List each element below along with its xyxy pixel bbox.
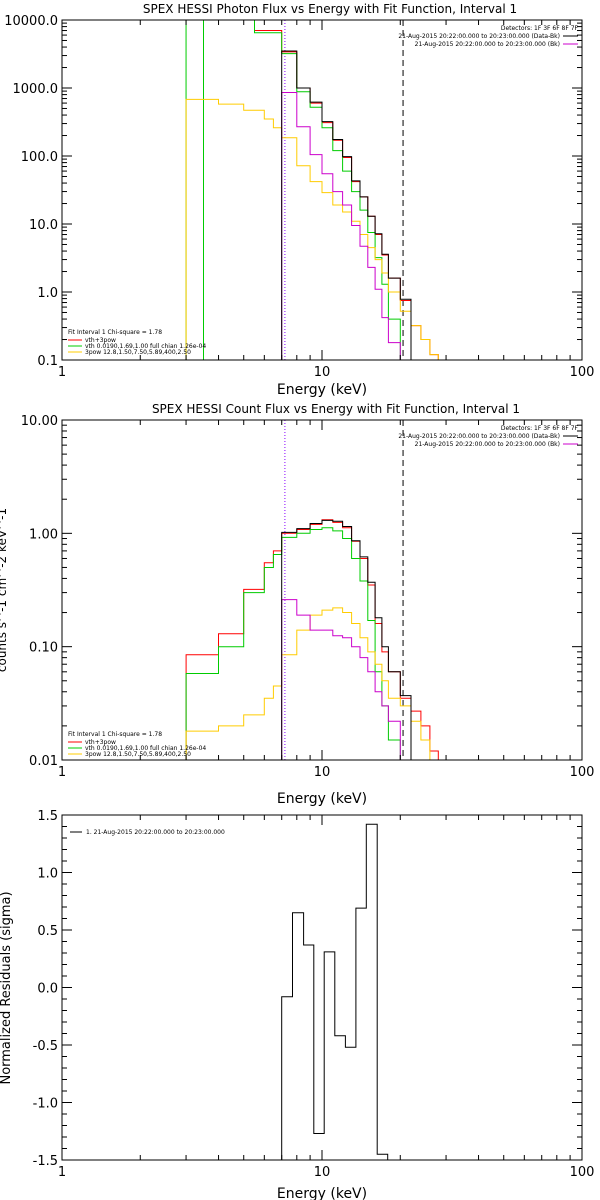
fit-interval-label: Fit Interval 1 Chi-square = 1.78: [68, 731, 162, 738]
series-line-4: [281, 519, 412, 760]
photon-flux-legend-right: 21-Aug-2015 20:22:00.000 to 20:23:00.000…: [398, 33, 578, 48]
y-tick-label: 10.00: [21, 414, 58, 429]
y-tick-label: 10.0: [29, 218, 58, 233]
residuals-xlabel: Energy (keV): [277, 1186, 367, 1200]
y-tick-label: 0.10: [29, 641, 58, 656]
count-flux-legend-right: 21-Aug-2015 20:22:00.000 to 20:23:00.000…: [398, 433, 578, 448]
x-tick-label: 1: [58, 765, 66, 780]
legend-left-label: vth+3pow: [85, 337, 116, 344]
y-tick-label: -1.0: [33, 1097, 58, 1112]
legend-left-label: 3pow 12.8,1.50,7.50,5.89,400,2.50: [85, 349, 191, 356]
legend-right-label: 21-Aug-2015 20:22:00.000 to 20:23:00.000…: [398, 33, 560, 40]
count-flux-marks: [185, 420, 439, 760]
x-tick-label: 10: [314, 765, 331, 780]
y-tick-label: -1.5: [33, 1154, 58, 1169]
y-tick-label: 0.01: [29, 754, 58, 769]
photon-flux-xlabel: Energy (keV): [277, 382, 367, 398]
x-tick-label: 10: [314, 1165, 331, 1180]
x-tick-label: 10: [314, 365, 331, 380]
count-flux-detectors: Detectors: 1F 3F 6F 8F 7F: [501, 425, 579, 432]
count-flux-ylabel: counts s^-1 cm^-2 keV^-1: [0, 508, 9, 672]
residuals-legend: 1. 21-Aug-2015 20:22:00.000 to 20:23:00.…: [70, 829, 225, 836]
series-line-3: [281, 92, 401, 360]
y-tick-label: 0.0: [37, 982, 58, 997]
legend-left-label: vth 0.0190,1.69,1.00 full chian 1.26e-04: [85, 745, 206, 752]
residuals-ticks: 1 10 100 -1.5 -1.0 -0.5 0.0 0.5 1.0 1.5: [33, 809, 595, 1180]
y-tick-label: 1.0: [37, 867, 58, 882]
count-flux-axes-frame: [61, 419, 583, 761]
series-line-1: [185, 527, 401, 760]
y-tick-label: 0.1: [37, 354, 58, 369]
count-flux-ticks: 1 10 100 0.01 0.10 1.00 10.00: [21, 414, 595, 780]
x-tick-label: 1: [58, 1165, 66, 1180]
residuals-axes-frame: [61, 814, 583, 1161]
residuals-marks: [281, 823, 389, 1160]
y-tick-label: 10000.0: [4, 14, 58, 29]
x-tick-label: 100: [570, 1165, 595, 1180]
legend-left-label: vth+3pow: [85, 739, 116, 746]
legend-right-label: 21-Aug-2015 20:22:00.000 to 20:23:00.000…: [415, 41, 560, 48]
photon-flux-ticks: 1 10 100 0.1 1.0 10.0 100.0 1000.0 10000.0: [4, 14, 594, 380]
legend-left-label: 3pow 12.8,1.50,7.50,5.89,400,2.50: [85, 751, 191, 758]
count-flux-xlabel: Energy (keV): [277, 791, 367, 807]
count-flux-title: SPEX HESSI Count Flux vs Energy with Fit…: [152, 402, 520, 416]
legend-left-label: 1. 21-Aug-2015 20:22:00.000 to 20:23:00.…: [86, 829, 225, 836]
series-line-0: [281, 823, 389, 1160]
fit-interval-label: Fit Interval 1 Chi-square = 1.78: [68, 329, 162, 336]
count-flux-legend-left: Fit Interval 1 Chi-square = 1.78 vth+3po…: [68, 731, 206, 758]
legend-left-label: vth 0.0190,1.69,1.00 full chian 1.26e-04: [85, 343, 206, 350]
residuals-panel: 1 10 100 -1.5 -1.0 -0.5 0.0 0.5 1.0 1.5 Energy (k…: [0, 809, 594, 1200]
x-tick-label: 100: [570, 765, 595, 780]
y-tick-label: -0.5: [33, 1039, 58, 1054]
y-tick-label: 1.00: [29, 527, 58, 542]
legend-right-label: 21-Aug-2015 20:22:00.000 to 20:23:00.000…: [398, 433, 560, 440]
x-tick-label: 1: [58, 365, 66, 380]
y-tick-label: 1000.0: [13, 82, 59, 97]
series-line-3: [281, 599, 401, 760]
series-line-2: [185, 607, 439, 760]
photon-flux-title: SPEX HESSI Photon Flux vs Energy with Fi…: [143, 2, 517, 16]
photon-flux-marks: [185, 20, 439, 360]
series-line-0: [203, 20, 439, 360]
photon-flux-detectors: Detectors: 1F 3F 6F 8F 7F: [501, 25, 579, 32]
photon-flux-panel: SPEX HESSI Photon Flux vs Energy with Fi…: [4, 2, 594, 398]
y-tick-label: 100.0: [21, 150, 58, 165]
y-tick-label: 1.5: [37, 809, 58, 824]
photon-flux-legend-left: Fit Interval 1 Chi-square = 1.78 vth+3po…: [68, 329, 206, 356]
series-line-1: [203, 20, 401, 360]
legend-right-label: 21-Aug-2015 20:22:00.000 to 20:23:00.000…: [415, 441, 560, 448]
residuals-ylabel: Normalized Residuals (sigma): [0, 891, 14, 1084]
series-line-4: [281, 50, 412, 360]
y-tick-label: 1.0: [37, 286, 58, 301]
y-tick-label: 0.5: [37, 924, 58, 939]
count-flux-panel: SPEX HESSI Count Flux vs Energy with Fit…: [0, 402, 594, 807]
x-tick-label: 100: [570, 365, 595, 380]
